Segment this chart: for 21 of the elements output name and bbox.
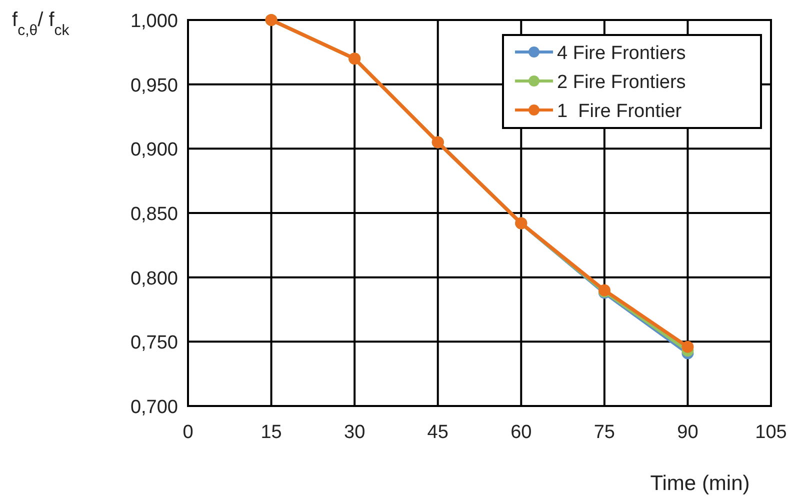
y-tick-label: 0,750 — [130, 332, 178, 354]
legend-label: 4 Fire Frontiers — [557, 43, 686, 64]
y-axis-title: f$_{c,θ}$/ f$_{ck}$ — [12, 9, 70, 38]
y-tick-label: 0,850 — [130, 204, 178, 225]
y-tick-label: 0,800 — [130, 268, 178, 290]
legend-label: 1 Fire Frontier — [557, 101, 682, 122]
x-tick-label: 0 — [182, 422, 194, 443]
point — [682, 340, 694, 353]
x-tick-label: 75 — [594, 422, 615, 443]
y-tick-label: 0,700 — [130, 397, 178, 418]
x-tick-label: 15 — [260, 422, 282, 443]
x-tick-label: 90 — [677, 422, 698, 443]
x-tick-label: 30 — [344, 422, 366, 443]
y-tick-label: 1,000 — [130, 11, 178, 32]
y-tick-label: 0,900 — [130, 140, 178, 161]
x-tick-label: 45 — [427, 422, 448, 443]
y-tick-label: 0,950 — [130, 75, 178, 96]
x-axis-title: Time (min) — [650, 472, 750, 495]
x-tick-label: 60 — [510, 422, 532, 443]
x-tick-label: 105 — [755, 422, 787, 443]
legend-label: 2 Fire Frontiers — [557, 72, 686, 93]
